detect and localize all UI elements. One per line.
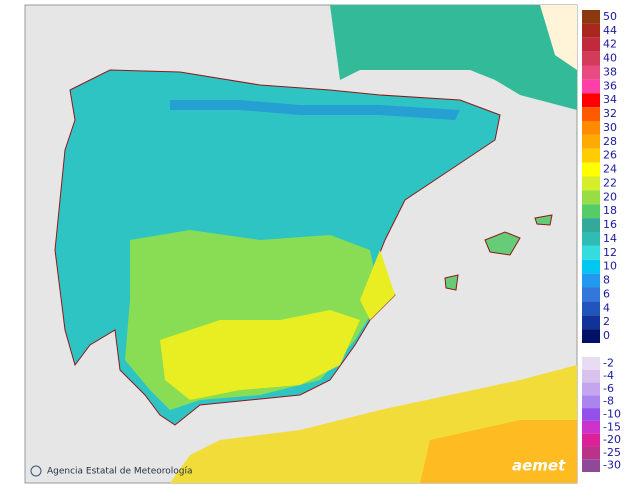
legend-swatch bbox=[582, 51, 600, 66]
logo: aemet bbox=[512, 457, 566, 475]
legend-swatch bbox=[582, 315, 600, 330]
legend-swatch bbox=[582, 369, 600, 383]
legend-swatch bbox=[582, 382, 600, 396]
legend-label: 2 bbox=[603, 315, 610, 328]
legend-label: 8 bbox=[603, 274, 610, 287]
legend-label: 10 bbox=[603, 260, 617, 273]
legend-label: 24 bbox=[603, 163, 617, 176]
legend-label: 22 bbox=[603, 176, 617, 189]
legend-swatch bbox=[582, 459, 600, 472]
hot-zone bbox=[160, 310, 360, 400]
legend-swatch bbox=[582, 107, 600, 121]
hot-coast bbox=[360, 250, 395, 320]
legend-swatch bbox=[582, 287, 600, 302]
legend-label: 34 bbox=[603, 93, 617, 106]
legend-label: 4 bbox=[603, 301, 610, 314]
legend: 5044424038363432302826242220181614121086… bbox=[582, 10, 621, 472]
legend-swatch bbox=[582, 218, 600, 232]
legend-label: -20 bbox=[603, 433, 621, 446]
legend-label: -25 bbox=[603, 446, 621, 459]
legend-label: 0 bbox=[603, 329, 610, 342]
legend-label: 30 bbox=[603, 121, 617, 134]
legend-label: 14 bbox=[603, 232, 617, 245]
legend-swatch bbox=[582, 232, 600, 246]
legend-swatch bbox=[582, 273, 600, 288]
legend-swatch bbox=[582, 433, 600, 447]
legend-label: -8 bbox=[603, 395, 614, 408]
legend-swatch bbox=[582, 10, 600, 24]
legend-swatch bbox=[582, 329, 600, 343]
legend-label: 40 bbox=[603, 52, 617, 65]
legend-label: -10 bbox=[603, 408, 621, 421]
legend-swatch bbox=[582, 357, 600, 370]
legend-swatch bbox=[582, 446, 600, 460]
legend-label: -4 bbox=[603, 369, 614, 382]
legend-label: -30 bbox=[603, 459, 621, 472]
legend-label: 28 bbox=[603, 135, 617, 148]
ibiza bbox=[444, 274, 459, 291]
legend-label: -6 bbox=[603, 382, 614, 395]
legend-swatch bbox=[582, 162, 600, 177]
legend-swatch bbox=[582, 420, 600, 434]
legend-label: 44 bbox=[603, 24, 617, 37]
legend-swatch bbox=[582, 395, 600, 409]
legend-swatch bbox=[582, 23, 600, 38]
legend-label: 18 bbox=[603, 204, 617, 217]
legend-label: 26 bbox=[603, 149, 617, 162]
legend-swatch bbox=[582, 65, 600, 80]
legend-swatch bbox=[582, 245, 600, 260]
france-pale bbox=[540, 5, 577, 70]
legend-swatch bbox=[582, 176, 600, 191]
legend-swatch bbox=[582, 121, 600, 135]
legend-label: 36 bbox=[603, 79, 617, 92]
legend-swatch bbox=[582, 134, 600, 149]
legend-label: 20 bbox=[603, 190, 617, 203]
legend-swatch bbox=[582, 37, 600, 52]
legend-swatch bbox=[582, 79, 600, 94]
mountains bbox=[170, 100, 460, 120]
credit: Agencia Estatal de Meteorología bbox=[47, 467, 193, 477]
menorca bbox=[534, 214, 553, 226]
legend-label: 12 bbox=[603, 246, 617, 259]
legend-label: 50 bbox=[603, 10, 617, 23]
legend-label: 42 bbox=[603, 38, 617, 51]
legend-swatch bbox=[582, 148, 600, 163]
africa-hot bbox=[420, 420, 577, 483]
legend-label: 38 bbox=[603, 65, 617, 78]
legend-label: -15 bbox=[603, 420, 621, 433]
mallorca bbox=[484, 231, 521, 256]
legend-swatch bbox=[582, 408, 600, 421]
france bbox=[330, 5, 577, 110]
legend-swatch bbox=[582, 190, 600, 205]
legend-label: 6 bbox=[603, 287, 610, 300]
legend-label: 16 bbox=[603, 218, 617, 231]
legend-label: -2 bbox=[603, 356, 614, 369]
legend-swatch bbox=[582, 301, 600, 316]
legend-swatch bbox=[582, 204, 600, 219]
legend-label: 32 bbox=[603, 107, 617, 120]
legend-swatch bbox=[582, 93, 600, 108]
legend-swatch bbox=[582, 259, 600, 274]
credit-icon bbox=[30, 465, 42, 477]
